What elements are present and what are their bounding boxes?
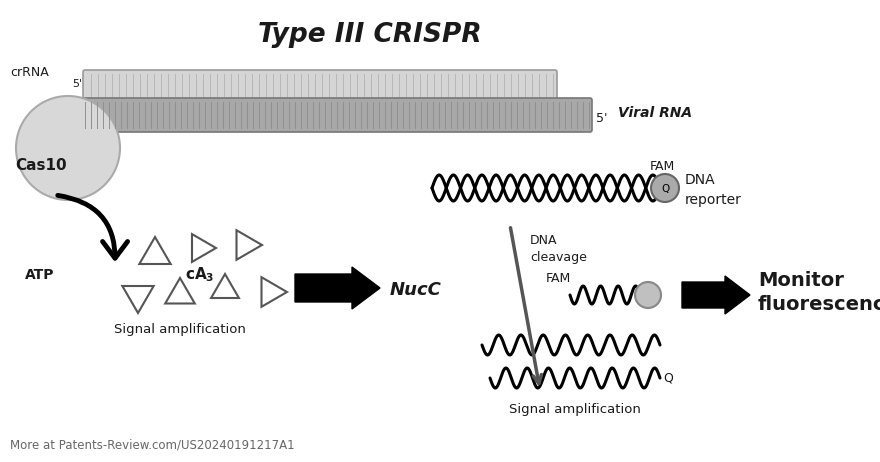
Polygon shape [192,234,216,262]
Polygon shape [261,277,287,307]
Text: cleavage: cleavage [530,251,587,265]
Text: Type III CRISPR: Type III CRISPR [258,22,482,48]
Polygon shape [122,286,154,313]
Text: Signal amplification: Signal amplification [509,403,641,417]
Text: Viral RNA: Viral RNA [618,106,693,120]
FancyArrow shape [295,267,380,309]
FancyArrowPatch shape [58,195,128,258]
Text: Q: Q [661,184,669,194]
Text: 5': 5' [596,111,607,124]
Circle shape [635,282,661,308]
Text: reporter: reporter [685,193,742,207]
Text: Cas10: Cas10 [15,158,67,172]
Text: DNA: DNA [685,173,715,187]
FancyArrow shape [682,276,750,314]
Polygon shape [165,278,194,304]
Polygon shape [139,237,171,264]
Text: ATP: ATP [26,268,55,282]
Text: DNA: DNA [530,233,558,247]
Text: Monitor: Monitor [758,270,844,290]
Text: crRNA: crRNA [10,66,48,79]
Polygon shape [211,274,238,298]
Text: FAM: FAM [649,159,675,172]
FancyBboxPatch shape [78,98,592,132]
Text: More at Patents-Review.com/US20240191217A1: More at Patents-Review.com/US20240191217… [10,439,295,452]
Polygon shape [237,230,262,260]
Text: $\mathbf{cA_3}$: $\mathbf{cA_3}$ [186,266,215,284]
Text: NucC: NucC [390,281,442,299]
Circle shape [16,96,120,200]
Text: Q: Q [663,371,673,384]
Text: fluorescence: fluorescence [758,296,880,315]
Text: FAM: FAM [546,272,570,285]
Circle shape [651,174,679,202]
Text: Signal amplification: Signal amplification [114,323,246,336]
Text: 5': 5' [72,79,82,89]
FancyBboxPatch shape [83,70,557,100]
